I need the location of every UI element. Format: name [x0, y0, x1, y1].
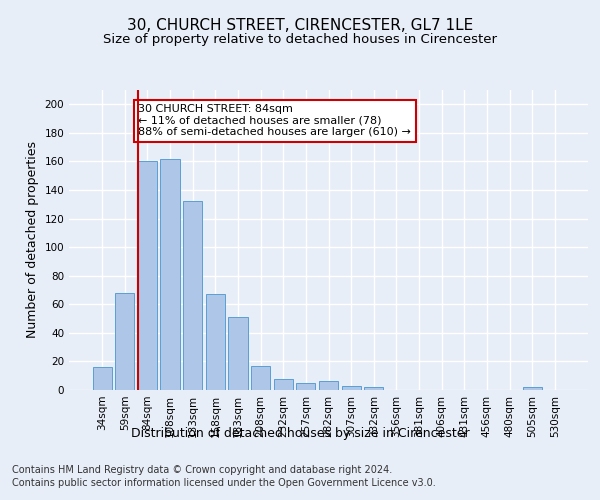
- Bar: [138, 162, 157, 390]
- Text: Distribution of detached houses by size in Cirencester: Distribution of detached houses by size …: [131, 428, 469, 440]
- Bar: [229, 317, 248, 390]
- Bar: [160, 158, 180, 390]
- Bar: [319, 382, 338, 390]
- Bar: [115, 293, 134, 390]
- Y-axis label: Number of detached properties: Number of detached properties: [26, 142, 39, 338]
- Bar: [274, 378, 293, 390]
- Text: 30 CHURCH STREET: 84sqm
← 11% of detached houses are smaller (78)
88% of semi-de: 30 CHURCH STREET: 84sqm ← 11% of detache…: [139, 104, 411, 138]
- Bar: [206, 294, 225, 390]
- Bar: [341, 386, 361, 390]
- Bar: [183, 202, 202, 390]
- Text: Size of property relative to detached houses in Cirencester: Size of property relative to detached ho…: [103, 32, 497, 46]
- Bar: [296, 383, 316, 390]
- Text: 30, CHURCH STREET, CIRENCESTER, GL7 1LE: 30, CHURCH STREET, CIRENCESTER, GL7 1LE: [127, 18, 473, 32]
- Bar: [251, 366, 270, 390]
- Text: Contains public sector information licensed under the Open Government Licence v3: Contains public sector information licen…: [12, 478, 436, 488]
- Bar: [92, 367, 112, 390]
- Bar: [523, 387, 542, 390]
- Bar: [364, 387, 383, 390]
- Text: Contains HM Land Registry data © Crown copyright and database right 2024.: Contains HM Land Registry data © Crown c…: [12, 465, 392, 475]
